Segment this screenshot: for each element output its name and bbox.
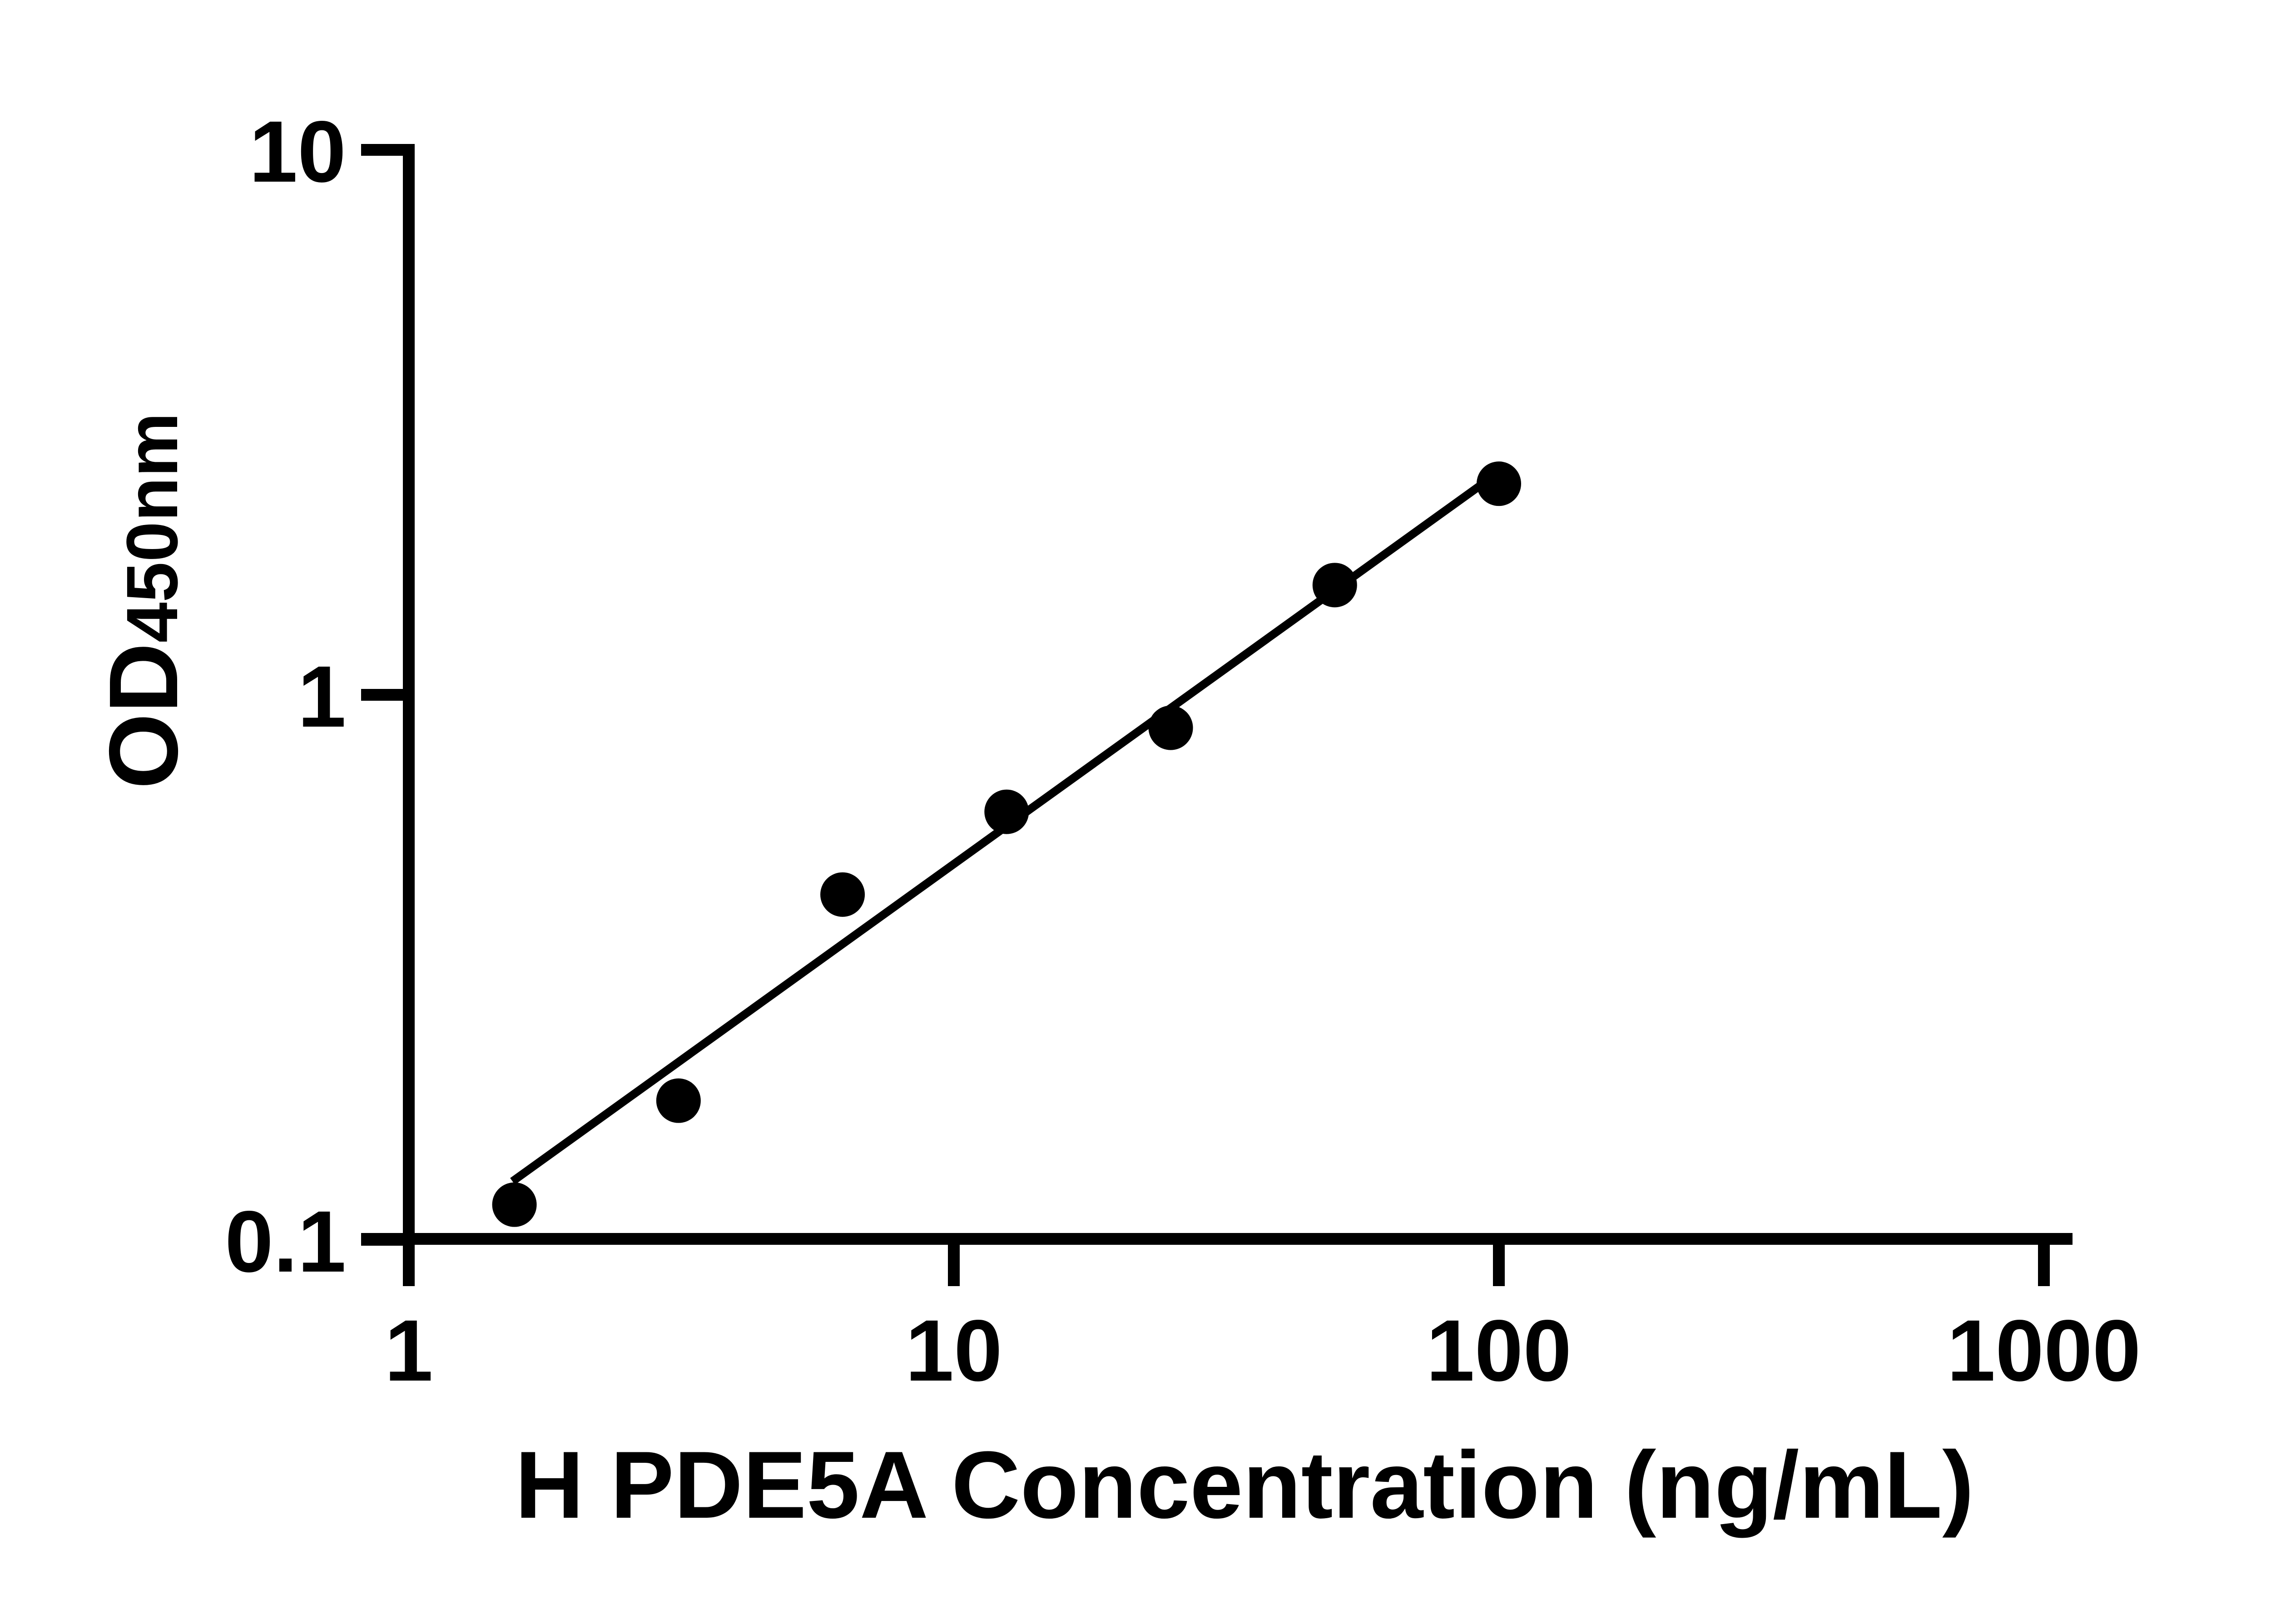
x-axis-tick-labels: 1 10 100 1000: [385, 1302, 2141, 1399]
x-axis-title: H PDE5A Concentration (ng/mL): [515, 1431, 1974, 1538]
x-axis-tick-label: 100: [1426, 1302, 1572, 1399]
y-axis-tick: [361, 689, 415, 701]
data-point: [1477, 461, 1521, 506]
y-axis-title-main: OD: [89, 643, 198, 789]
axes: [361, 144, 2073, 1286]
x-axis-tick-label: 1: [385, 1302, 433, 1399]
data-point: [1312, 563, 1357, 608]
x-axis-tick-label: 1000: [1947, 1302, 2141, 1399]
y-axis-title-subscript: 450nm: [111, 412, 193, 643]
y-axis-tick: [361, 144, 415, 156]
x-axis-tick-label: 10: [905, 1302, 1002, 1399]
data-point: [492, 1182, 537, 1227]
data-point: [820, 872, 865, 917]
y-axis-tick-labels: 0.1 1 10: [225, 103, 346, 1290]
data-point: [656, 1078, 701, 1123]
x-axis-tick: [1493, 1233, 1505, 1286]
data-point: [1148, 705, 1193, 750]
x-axis-tick: [2038, 1233, 2050, 1286]
y-axis-title: OD450nm: [89, 412, 198, 789]
x-axis-tick: [948, 1233, 960, 1286]
y-axis-tick: [361, 1234, 415, 1246]
y-axis-tick-label: 0.1: [225, 1193, 346, 1290]
y-axis-tick-label: 1: [298, 648, 346, 745]
x-axis-line: [361, 1233, 2073, 1245]
data-points: [492, 461, 1521, 1227]
y-axis-tick-label: 10: [249, 103, 346, 200]
data-point: [984, 789, 1029, 834]
